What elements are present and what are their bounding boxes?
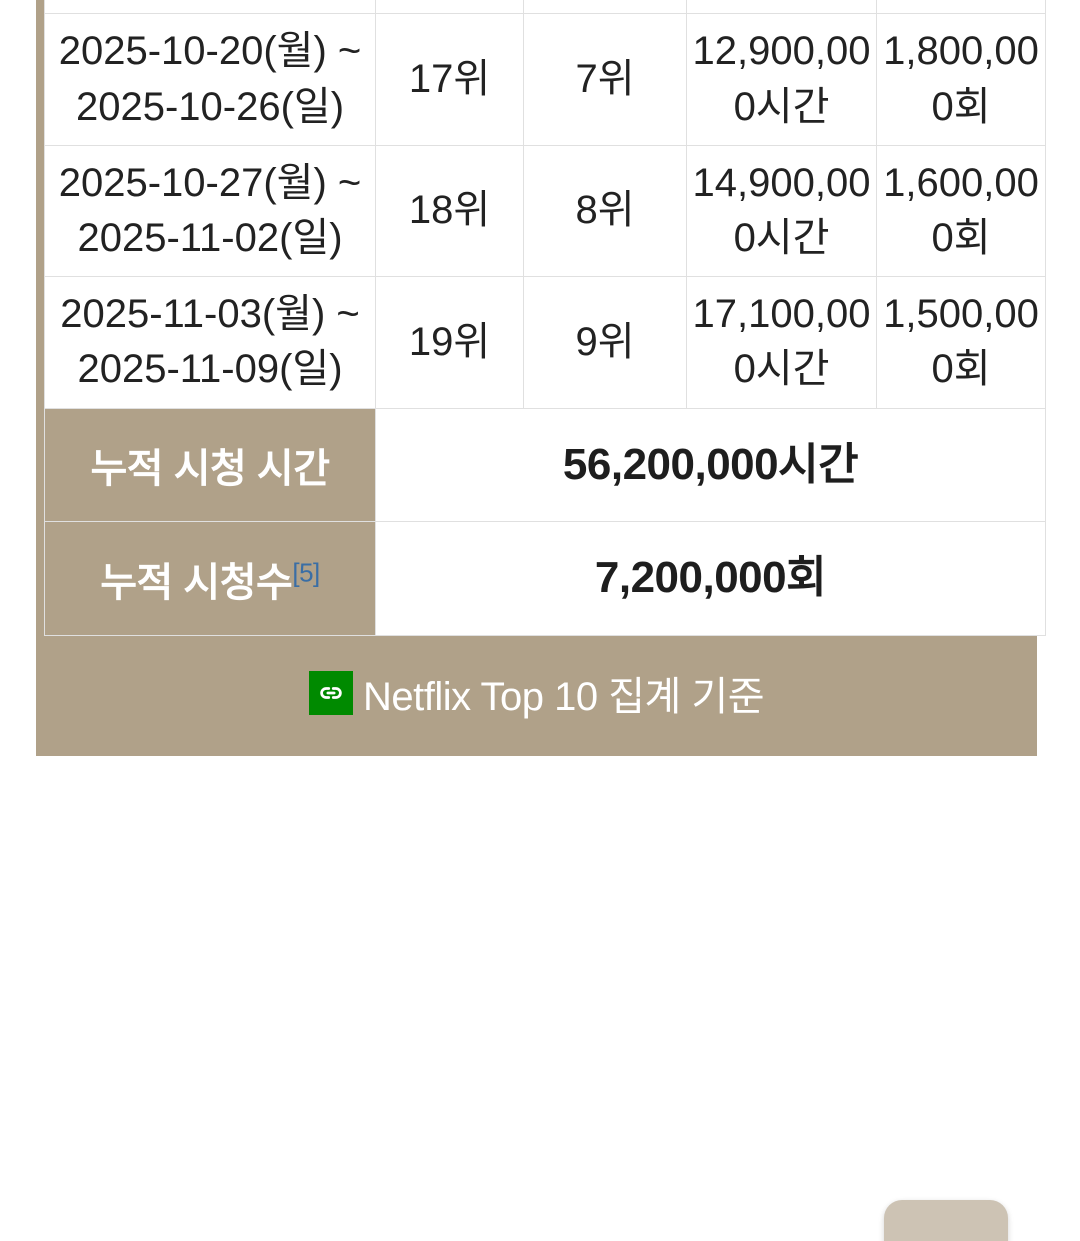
- floating-action-button[interactable]: [884, 1200, 1008, 1241]
- cell-top10-rank: 9위: [523, 276, 687, 409]
- table-row: 2025-10-20(월) ~ 2025-10-26(일) 17위 7위 12,…: [44, 13, 1046, 146]
- table-row: 2025-11-03(월) ~ 2025-11-09(일) 19위 9위 17,…: [44, 276, 1046, 409]
- cell-top10-rank: 8위: [523, 144, 687, 278]
- weekly-stats-table: 2025-10-13(월) ~ 2025-10-19(일) 13위 5위 11,…: [44, 0, 1046, 636]
- cell-views: 1,800,000회: [876, 13, 1046, 146]
- summary-label-total-hours: 누적 시청 시간: [44, 407, 376, 523]
- cell-weekly-rank: 19위: [375, 276, 524, 409]
- cell-views: 1,600,000회: [876, 144, 1046, 278]
- cell-hours: 17,100,000시간: [686, 276, 877, 409]
- cell-top10-rank: 7위: [523, 13, 687, 146]
- cell-weekly-rank: 13위: [375, 0, 524, 15]
- cell-weekly-rank: 18위: [375, 144, 524, 278]
- stats-infobox: 2025-10-13(월) ~ 2025-10-19(일) 13위 5위 11,…: [36, 0, 1046, 756]
- cell-period: 2025-10-20(월) ~ 2025-10-26(일): [44, 13, 376, 146]
- table-row: 2025-10-13(월) ~ 2025-10-19(일) 13위 5위 11,…: [44, 0, 1046, 15]
- cell-period: 2025-10-27(월) ~ 2025-11-02(일): [44, 144, 376, 278]
- cell-hours: 11,300,000시간: [686, 0, 877, 15]
- summary-label-text: 누적 시청수: [100, 560, 293, 605]
- summary-label-text: 누적 시청 시간: [90, 446, 330, 491]
- cell-top10-rank: 5위: [523, 0, 687, 15]
- summary-value-total-hours: 56,200,000시간: [375, 407, 1046, 523]
- link-icon[interactable]: [308, 670, 353, 715]
- reference-link-5[interactable]: [5]: [292, 557, 320, 588]
- source-caption: Netflix Top 10 집계 기준: [44, 635, 1029, 756]
- summary-row-total-views: 누적 시청수[5] 7,200,000회: [44, 521, 1046, 636]
- cell-views: 2,300,000회: [876, 0, 1046, 15]
- summary-label-total-views: 누적 시청수[5]: [44, 521, 376, 636]
- summary-value-total-views: 7,200,000회: [375, 521, 1046, 636]
- cell-hours: 12,900,000시간: [686, 13, 877, 146]
- source-caption-text: Netflix Top 10 집계 기준: [362, 674, 765, 719]
- cell-hours: 14,900,000시간: [686, 144, 877, 278]
- cell-period: 2025-10-13(월) ~ 2025-10-19(일): [44, 0, 376, 15]
- table-row: 2025-10-27(월) ~ 2025-11-02(일) 18위 8위 14,…: [44, 144, 1046, 278]
- cell-period: 2025-11-03(월) ~ 2025-11-09(일): [44, 276, 376, 409]
- cell-views: 1,500,000회: [876, 276, 1046, 409]
- cell-weekly-rank: 17위: [375, 13, 524, 146]
- summary-row-total-hours: 누적 시청 시간 56,200,000시간: [44, 407, 1046, 523]
